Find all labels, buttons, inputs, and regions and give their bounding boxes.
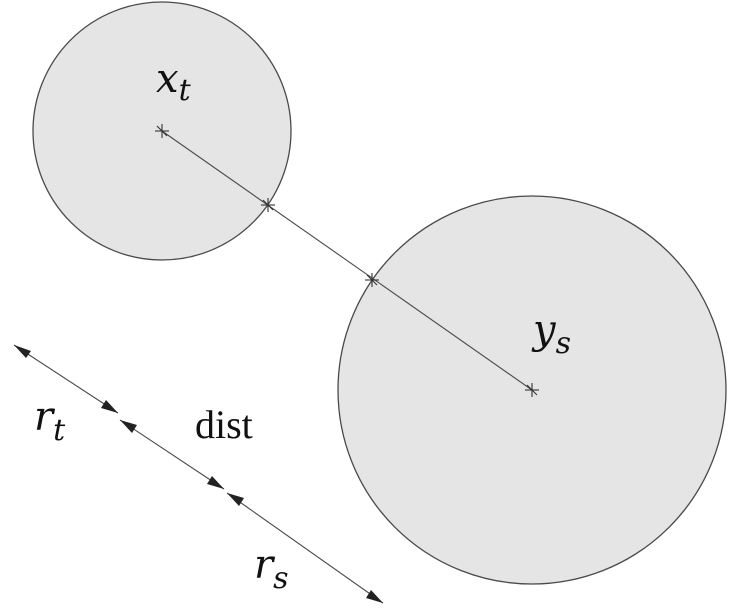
arrowhead-dist-end <box>207 476 224 489</box>
dist-span-line <box>119 419 225 490</box>
boundary-marker-target <box>261 198 275 212</box>
center-connector-line <box>161 130 533 391</box>
rt-span-line <box>13 344 119 414</box>
arrowhead-start <box>14 345 31 358</box>
label-r-s: rs <box>254 542 289 596</box>
boundary-marker-source <box>365 273 379 287</box>
label-y-s: ys <box>531 307 571 361</box>
rs-span-line <box>226 492 384 604</box>
arrowhead-rt-end <box>101 400 118 413</box>
label-r-t: rt <box>34 394 66 448</box>
arrowhead-rs-start <box>227 493 244 506</box>
center-marker-y <box>525 383 539 397</box>
label-dist: dist <box>195 402 253 447</box>
arrowhead-end <box>366 590 383 603</box>
center-marker-x <box>155 124 169 138</box>
arrowhead-dist-start <box>120 420 137 433</box>
label-x-t: xt <box>156 56 192 108</box>
dimension-line <box>13 344 384 604</box>
